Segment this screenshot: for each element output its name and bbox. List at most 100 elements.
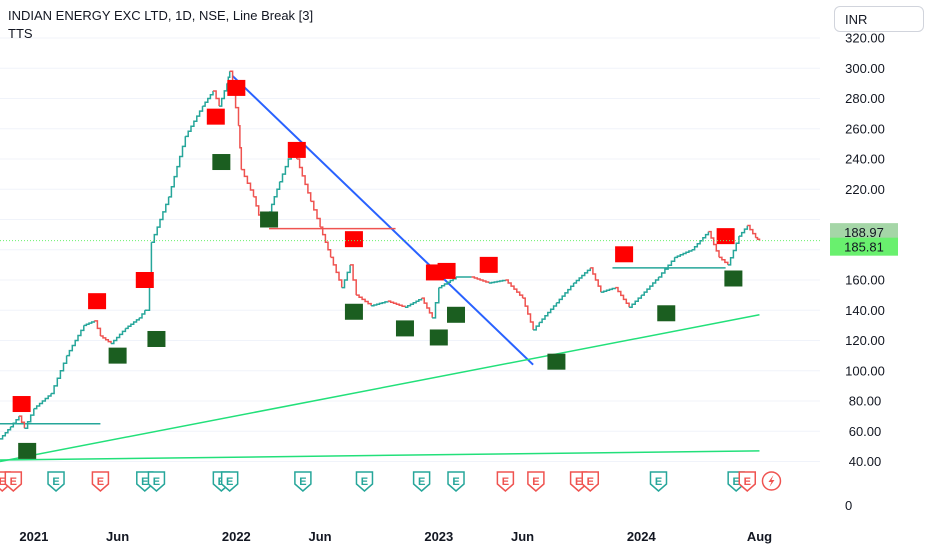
time-axis[interactable]: 2021 Jun 2022 Jun 2023 Jun 2024 Aug bbox=[19, 529, 772, 544]
earnings-event-badge[interactable]: E bbox=[447, 471, 465, 492]
earnings-event-badge[interactable]: E bbox=[738, 471, 757, 492]
price-axis[interactable]: 320.00300.00280.00260.00240.00220.00180.… bbox=[845, 31, 885, 514]
time-tick-label: Jun bbox=[309, 529, 332, 544]
earnings-event-badge[interactable]: E bbox=[147, 471, 166, 492]
price-segment bbox=[238, 124, 243, 170]
price-segment bbox=[151, 196, 170, 243]
price-segment bbox=[51, 355, 68, 395]
price-segment bbox=[738, 225, 749, 237]
buy-signal-marker bbox=[212, 154, 231, 171]
earnings-event-label: E bbox=[141, 476, 148, 488]
sell-signal-marker bbox=[88, 293, 107, 310]
earnings-event-label: E bbox=[226, 476, 233, 488]
earnings-event-badge[interactable]: E bbox=[496, 471, 515, 492]
price-series bbox=[0, 70, 761, 440]
price-segment bbox=[24, 408, 35, 429]
time-tick-label: Aug bbox=[747, 529, 772, 544]
price-segment bbox=[310, 200, 321, 228]
price-segment bbox=[674, 249, 693, 259]
price-segment bbox=[202, 90, 214, 107]
price-segment bbox=[219, 83, 228, 107]
earnings-event-label: E bbox=[10, 476, 17, 488]
earnings-event-badge[interactable]: E bbox=[527, 471, 545, 492]
current-price-tag: 185.81 bbox=[830, 237, 898, 256]
price-segment bbox=[556, 283, 575, 304]
earnings-event-label: E bbox=[97, 476, 104, 488]
price-tick-label: 220.00 bbox=[845, 182, 885, 197]
price-segment bbox=[505, 279, 524, 299]
price-tick-label: 80.00 bbox=[849, 394, 882, 409]
price-segment bbox=[747, 224, 757, 238]
price-segment bbox=[708, 230, 720, 258]
time-tick-label: 2021 bbox=[19, 529, 48, 544]
price-segment bbox=[404, 298, 423, 308]
earnings-event-badge[interactable]: E bbox=[581, 471, 600, 492]
price-tick-label: 300.00 bbox=[845, 61, 885, 76]
price-segment bbox=[341, 264, 351, 289]
price-segment bbox=[330, 256, 343, 288]
price-segment bbox=[718, 256, 729, 265]
earnings-event-label: E bbox=[452, 476, 459, 488]
price-tick-label: 40.00 bbox=[849, 454, 882, 469]
price-segment bbox=[371, 301, 389, 307]
earnings-event-label: E bbox=[0, 476, 6, 488]
earnings-event-badge[interactable]: E bbox=[220, 471, 239, 492]
price-segment bbox=[573, 267, 592, 284]
earnings-event-badge[interactable]: E bbox=[355, 471, 374, 492]
price-segment bbox=[488, 279, 507, 284]
price-tick-label: 60.00 bbox=[849, 424, 882, 439]
currency-selector[interactable]: INR bbox=[834, 6, 924, 32]
sell-signal-marker bbox=[287, 141, 306, 158]
buy-signal-marker bbox=[547, 353, 566, 370]
price-tick-label: 240.00 bbox=[845, 152, 885, 167]
earnings-event-badge[interactable]: E bbox=[91, 471, 110, 492]
price-tag-label: 188.97 bbox=[844, 225, 884, 240]
trendlines[interactable] bbox=[0, 75, 760, 463]
buy-signal-marker bbox=[18, 442, 37, 459]
price-segment bbox=[125, 317, 140, 330]
earnings-event-label: E bbox=[655, 476, 662, 488]
last-price-tag: 188.97 bbox=[830, 223, 898, 242]
earnings-events[interactable]: EEEEEEEEEEEEEEEEEEE bbox=[0, 471, 757, 492]
time-tick-label: 2024 bbox=[627, 529, 657, 544]
price-segment bbox=[168, 136, 187, 198]
price-segment bbox=[100, 335, 112, 344]
price-tick-label: 120.00 bbox=[845, 333, 885, 348]
price-tick-label: 140.00 bbox=[845, 303, 885, 318]
price-segment bbox=[522, 297, 534, 330]
price-segment bbox=[18, 415, 26, 429]
price-segment bbox=[94, 320, 102, 336]
price-segment bbox=[279, 151, 292, 183]
sell-signal-marker bbox=[437, 262, 456, 279]
buy-signal-marker bbox=[429, 329, 448, 346]
price-tick-label: 100.00 bbox=[845, 363, 885, 378]
price-segment bbox=[0, 426, 12, 440]
earnings-event-badge[interactable]: E bbox=[47, 471, 65, 492]
trendline-descending[interactable] bbox=[231, 75, 534, 366]
trendline-support-upper[interactable] bbox=[0, 314, 760, 463]
price-segment bbox=[691, 231, 710, 251]
lightning-icon bbox=[768, 475, 775, 487]
earnings-event-label: E bbox=[418, 476, 425, 488]
sell-signal-marker bbox=[344, 231, 363, 248]
earnings-event-badge[interactable]: E bbox=[294, 471, 312, 492]
earnings-event-badge[interactable]: E bbox=[649, 471, 668, 492]
price-segment bbox=[533, 322, 540, 331]
price-segment bbox=[590, 267, 602, 293]
time-tick-label: Jun bbox=[106, 529, 129, 544]
price-tick-label: 160.00 bbox=[845, 273, 885, 288]
sell-signal-marker bbox=[135, 272, 154, 288]
indicator-label: TTS bbox=[8, 26, 33, 41]
trendline-support-lower[interactable] bbox=[0, 450, 760, 461]
earnings-event-badge[interactable]: E bbox=[4, 471, 23, 492]
price-tick-label: 320.00 bbox=[845, 31, 885, 46]
price-segment bbox=[139, 310, 146, 319]
buy-signal-marker bbox=[724, 270, 743, 287]
earnings-event-badge[interactable]: E bbox=[412, 471, 431, 492]
price-segment bbox=[241, 168, 255, 197]
price-segment bbox=[641, 277, 660, 296]
sell-signal-marker bbox=[615, 246, 634, 263]
buy-signal-marker bbox=[395, 320, 414, 337]
time-tick-label: 2022 bbox=[222, 529, 251, 544]
